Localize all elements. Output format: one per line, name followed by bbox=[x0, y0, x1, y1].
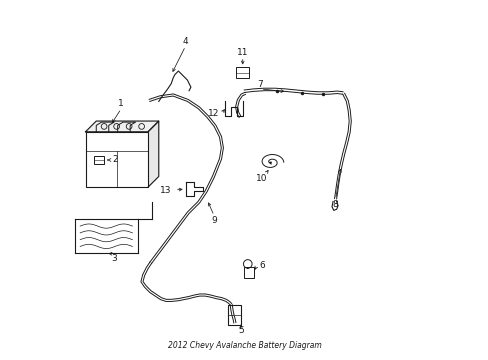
Bar bbox=[244, 267, 253, 278]
Bar bbox=[94, 156, 104, 164]
Text: 10: 10 bbox=[255, 174, 266, 183]
Text: 1: 1 bbox=[118, 99, 124, 108]
Polygon shape bbox=[85, 121, 159, 132]
Text: 7: 7 bbox=[257, 80, 263, 89]
Bar bbox=[235, 67, 248, 78]
Text: 9: 9 bbox=[211, 216, 217, 225]
Text: 5: 5 bbox=[238, 325, 244, 334]
Polygon shape bbox=[148, 121, 159, 187]
Text: 2012 Chevy Avalanche Battery Diagram: 2012 Chevy Avalanche Battery Diagram bbox=[167, 341, 321, 350]
Text: 12: 12 bbox=[208, 109, 220, 118]
Text: 4: 4 bbox=[183, 37, 188, 46]
Text: 3: 3 bbox=[111, 254, 117, 263]
Text: 11: 11 bbox=[237, 48, 248, 57]
Bar bbox=[227, 305, 241, 325]
Text: 8: 8 bbox=[332, 200, 338, 209]
Text: 6: 6 bbox=[259, 261, 264, 270]
Bar bbox=[85, 132, 148, 187]
Text: 13: 13 bbox=[160, 185, 171, 194]
Text: 2: 2 bbox=[112, 156, 118, 165]
